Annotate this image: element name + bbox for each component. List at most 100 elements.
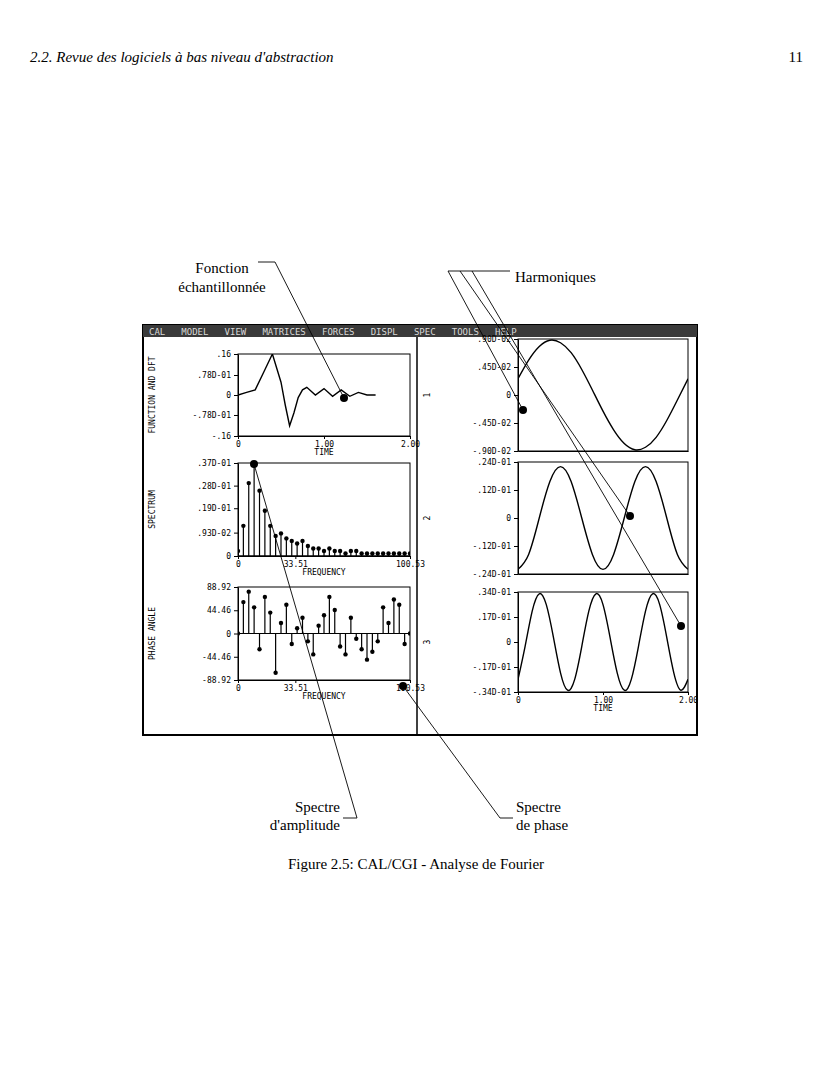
- tick: 1.00: [594, 692, 613, 705]
- stem-head: [359, 551, 363, 555]
- tick-mark: [234, 508, 238, 509]
- stem-head: [349, 616, 353, 620]
- tick-mark: [234, 680, 238, 681]
- stem: [248, 483, 249, 556]
- tick-label: .19D-01: [197, 504, 231, 513]
- axis-line: [519, 451, 689, 452]
- stem-head: [279, 531, 283, 535]
- stem: [243, 526, 244, 556]
- tick: 0: [506, 638, 518, 647]
- stem-head: [300, 616, 304, 620]
- menu-item[interactable]: MATRICES: [262, 327, 305, 337]
- section-title: 2.2. Revue des logiciels à bas niveau d'…: [30, 49, 334, 65]
- tick: 2.00: [679, 692, 698, 705]
- pointer-line: [448, 271, 523, 410]
- menu-item[interactable]: FORCES: [322, 327, 355, 337]
- tick-label: -.78D-01: [192, 411, 231, 420]
- stem-head: [349, 549, 353, 553]
- tick: .45D-02: [477, 363, 518, 372]
- axis-title: FREQUENCY: [302, 692, 346, 701]
- stem: [345, 634, 346, 655]
- menu-item[interactable]: TOOLS: [452, 327, 479, 337]
- menu-item[interactable]: CAL: [149, 327, 165, 337]
- annotation: de phase: [516, 817, 568, 833]
- tick-mark: [514, 667, 518, 668]
- axis: 033.51100.53: [236, 680, 425, 693]
- tick-mark: [410, 556, 411, 559]
- tick-mark: [234, 395, 238, 396]
- tick: -.24D-01: [472, 570, 518, 579]
- annotation: Spectre: [295, 799, 340, 815]
- plot-data: [518, 467, 688, 570]
- stem: [334, 610, 335, 634]
- tick: -.90D-02: [472, 447, 518, 456]
- stem-head: [311, 652, 315, 656]
- annotation: d'amplitude: [270, 817, 341, 833]
- menu-item[interactable]: VIEW: [225, 327, 247, 337]
- tick-mark: [514, 592, 518, 593]
- tick-label: .90D-02: [477, 335, 511, 344]
- stem-head: [338, 549, 342, 553]
- axis: .24D-01.12D-010-.12D-01-.24D-01: [472, 458, 518, 579]
- stem: [291, 541, 292, 556]
- menu-item[interactable]: DISPL: [371, 327, 398, 337]
- stem-head: [408, 631, 410, 635]
- tick-label: .37D-01: [197, 459, 231, 468]
- tick-mark: [234, 657, 238, 658]
- tick-mark: [603, 692, 604, 695]
- stem-head: [290, 539, 294, 543]
- stem-head: [397, 603, 401, 607]
- tick: 0: [236, 556, 241, 569]
- stem-head: [402, 551, 406, 555]
- tick: -.16: [212, 432, 238, 441]
- stem-head: [252, 605, 256, 609]
- tick: .19D-01: [197, 504, 238, 513]
- pointer-line: [258, 262, 344, 398]
- tick-label: .12D-01: [477, 486, 511, 495]
- tick-label: .16: [217, 350, 232, 359]
- axis-title: 1: [423, 392, 432, 397]
- stem-head: [381, 551, 385, 555]
- axis: 01.002.00: [516, 692, 698, 705]
- tick-mark: [234, 587, 238, 588]
- stem-head: [365, 657, 369, 661]
- stem: [275, 634, 276, 673]
- menu-item[interactable]: SPEC: [414, 327, 436, 337]
- axis: 88.9244.460-44.46-88.92: [202, 583, 238, 685]
- tick-mark: [234, 354, 238, 355]
- tick: 44.46: [207, 606, 238, 615]
- stem: [361, 634, 362, 650]
- plot-frame: [518, 339, 688, 451]
- pointer-dot: [519, 406, 527, 414]
- stem-head: [238, 631, 240, 635]
- tick-mark: [410, 436, 411, 439]
- stem: [383, 607, 384, 633]
- tick-mark: [234, 610, 238, 611]
- stem-head: [354, 637, 358, 641]
- tick-mark: [295, 680, 296, 683]
- stem-head: [257, 647, 261, 651]
- stem-head: [343, 652, 347, 656]
- tick-label: .45D-02: [477, 363, 511, 372]
- tick-label: -.45D-02: [472, 419, 511, 428]
- stem-head: [241, 600, 245, 604]
- page: 2.2. Revue des logiciels à bas niveau d'…: [0, 0, 833, 1083]
- stem-head: [327, 546, 331, 550]
- plot-frame: [518, 592, 688, 692]
- tick: 0: [506, 391, 518, 400]
- tick-mark: [514, 692, 518, 693]
- pointer-line: [403, 686, 513, 818]
- plot-frame: [238, 354, 410, 436]
- stem: [264, 597, 265, 634]
- tick: .37D-01: [197, 459, 238, 468]
- menu-item[interactable]: MODEL: [181, 327, 208, 337]
- tick: -.78D-01: [192, 411, 238, 420]
- axis-title: FREQUENCY: [302, 568, 346, 577]
- tick-mark: [295, 556, 296, 559]
- stem-head: [263, 509, 267, 513]
- tick-mark: [238, 680, 239, 683]
- stem-head: [300, 539, 304, 543]
- stem-head: [263, 595, 267, 599]
- tick-label: 2.00: [401, 440, 420, 449]
- stem-head: [268, 610, 272, 614]
